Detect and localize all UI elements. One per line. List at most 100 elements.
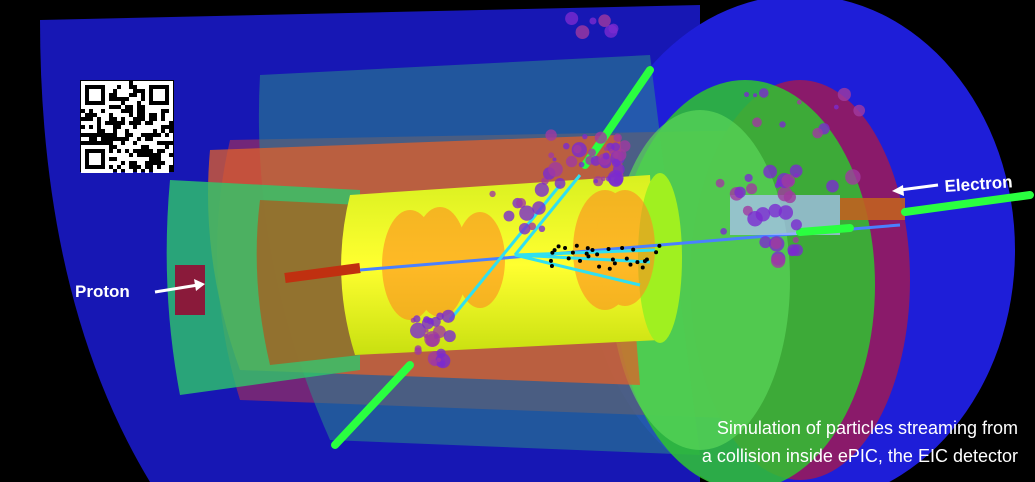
qr-cell	[93, 97, 97, 101]
qr-cell	[93, 161, 97, 165]
hit	[425, 329, 429, 333]
qr-cell	[109, 125, 113, 129]
qr-cell	[81, 101, 85, 105]
qr-cell	[81, 89, 85, 93]
qr-cell	[81, 137, 85, 141]
qr-cell	[161, 157, 165, 161]
qr-cell	[153, 145, 157, 149]
qr-cell	[117, 141, 121, 145]
qr-cell	[153, 125, 157, 129]
hit	[595, 132, 607, 144]
qr-cell	[165, 105, 169, 109]
qr-cell	[105, 89, 109, 93]
qr-cell	[137, 169, 141, 173]
hit-dot	[550, 264, 554, 268]
detector-image: Proton Electron Simulation of particles …	[0, 0, 1035, 482]
qr-cell	[105, 125, 109, 129]
qr-cell	[133, 137, 137, 141]
hit	[779, 205, 793, 219]
hit	[579, 162, 585, 168]
qr-cell	[85, 125, 89, 129]
qr-cell	[161, 145, 165, 149]
qr-cell	[153, 169, 157, 173]
hit	[413, 315, 420, 322]
hit	[771, 254, 785, 268]
qr-cell	[149, 125, 153, 129]
hit	[744, 92, 749, 97]
qr-cell	[129, 101, 133, 105]
hit	[759, 88, 769, 98]
qr-cell	[133, 105, 137, 109]
hit	[775, 183, 781, 189]
qr-cell	[169, 105, 173, 109]
qr-cell	[153, 89, 157, 93]
hit	[548, 152, 554, 158]
hit	[444, 330, 456, 342]
qr-cell	[137, 97, 141, 101]
qr-cell	[149, 145, 153, 149]
hit-dot	[586, 246, 590, 250]
qr-cell	[161, 153, 165, 157]
qr-cell	[145, 141, 149, 145]
qr-cell	[93, 117, 97, 121]
qr-cell	[89, 89, 93, 93]
qr-cell	[113, 153, 117, 157]
qr-cell	[81, 85, 85, 89]
qr-cell	[129, 157, 133, 161]
hit	[838, 88, 851, 101]
qr-cell	[165, 149, 169, 153]
hit-dot	[611, 257, 615, 261]
hit-dot	[550, 251, 554, 255]
qr-cell	[125, 93, 129, 97]
hit	[604, 147, 608, 151]
qr-cell	[133, 97, 137, 101]
qr-cell	[81, 105, 85, 109]
qr-cell	[153, 121, 157, 125]
qr-cell	[89, 129, 93, 133]
qr-cell	[165, 117, 169, 121]
qr-cell	[81, 129, 85, 133]
qr-cell	[101, 117, 105, 121]
qr-cell	[93, 129, 97, 133]
qr-cell	[169, 93, 173, 97]
qr-cell	[117, 113, 121, 117]
qr-cell	[161, 81, 165, 85]
qr-cell	[93, 145, 97, 149]
qr-cell	[89, 81, 93, 85]
hit-dot	[608, 267, 612, 271]
hit	[791, 219, 802, 230]
qr-cell	[105, 149, 109, 153]
hit	[756, 207, 770, 221]
qr-cell	[105, 81, 109, 85]
qr-cell	[149, 141, 153, 145]
qr-cell	[117, 89, 121, 93]
qr-cell	[117, 133, 121, 137]
qr-cell	[141, 157, 145, 161]
caption-line: Simulation of particles streaming from	[717, 418, 1018, 438]
qr-cell	[157, 97, 161, 101]
qr-cell	[157, 117, 161, 121]
qr-cell	[169, 81, 173, 85]
qr-cell	[125, 81, 129, 85]
qr-code	[80, 80, 174, 173]
qr-cell	[165, 165, 169, 169]
qr-cell	[93, 125, 97, 129]
qr-cell	[101, 121, 105, 125]
hit-dot	[631, 248, 635, 252]
proton-label: Proton	[75, 282, 130, 301]
hit	[539, 226, 545, 232]
qr-cell	[121, 145, 125, 149]
qr-cell	[157, 145, 161, 149]
qr-cell	[89, 93, 93, 97]
qr-cell	[169, 157, 173, 161]
qr-cell	[97, 109, 101, 113]
qr-cell	[113, 113, 117, 117]
qr-cell	[85, 81, 89, 85]
qr-cell	[117, 161, 121, 165]
qr-cell	[93, 121, 97, 125]
qr-cell	[165, 121, 169, 125]
qr-cell	[157, 109, 161, 113]
qr-cell	[145, 81, 149, 85]
qr-cell	[145, 101, 149, 105]
qr-cell	[105, 161, 109, 165]
